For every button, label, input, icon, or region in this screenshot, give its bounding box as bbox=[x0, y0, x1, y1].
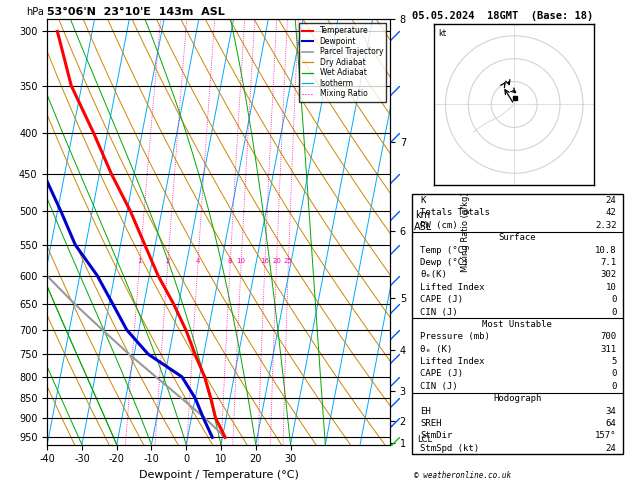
Text: PW (cm): PW (cm) bbox=[420, 221, 458, 230]
Text: Lifted Index: Lifted Index bbox=[420, 357, 485, 366]
Text: Lifted Index: Lifted Index bbox=[420, 283, 485, 292]
Text: Surface: Surface bbox=[499, 233, 536, 242]
Text: StmDir: StmDir bbox=[420, 432, 453, 440]
Legend: Temperature, Dewpoint, Parcel Trajectory, Dry Adiabat, Wet Adiabat, Isotherm, Mi: Temperature, Dewpoint, Parcel Trajectory… bbox=[299, 23, 386, 102]
Text: 5: 5 bbox=[611, 357, 616, 366]
Text: kt: kt bbox=[438, 29, 447, 38]
Text: 7.1: 7.1 bbox=[600, 258, 616, 267]
Text: 42: 42 bbox=[606, 208, 616, 217]
Text: © weatheronline.co.uk: © weatheronline.co.uk bbox=[414, 471, 511, 480]
Text: 0: 0 bbox=[611, 295, 616, 304]
Text: CAPE (J): CAPE (J) bbox=[420, 369, 464, 379]
Text: 53°06'N  23°10'E  143m  ASL: 53°06'N 23°10'E 143m ASL bbox=[47, 7, 225, 17]
Text: 1: 1 bbox=[138, 258, 142, 263]
Text: 10.8: 10.8 bbox=[595, 245, 616, 255]
Text: 05.05.2024  18GMT  (Base: 18): 05.05.2024 18GMT (Base: 18) bbox=[412, 11, 593, 21]
Text: 700: 700 bbox=[600, 332, 616, 341]
Text: 34: 34 bbox=[606, 407, 616, 416]
Text: 16: 16 bbox=[260, 258, 269, 263]
Text: CIN (J): CIN (J) bbox=[420, 308, 458, 316]
Text: 25: 25 bbox=[284, 258, 292, 263]
Text: 0: 0 bbox=[611, 308, 616, 316]
Text: StmSpd (kt): StmSpd (kt) bbox=[420, 444, 479, 453]
Text: 2: 2 bbox=[165, 258, 170, 263]
Text: 4: 4 bbox=[196, 258, 200, 263]
Text: CAPE (J): CAPE (J) bbox=[420, 295, 464, 304]
Text: 20: 20 bbox=[272, 258, 281, 263]
Text: 24: 24 bbox=[606, 444, 616, 453]
Text: EH: EH bbox=[420, 407, 431, 416]
Text: hPa: hPa bbox=[26, 7, 45, 17]
Text: Dewp (°C): Dewp (°C) bbox=[420, 258, 469, 267]
Text: Totals Totals: Totals Totals bbox=[420, 208, 490, 217]
X-axis label: Dewpoint / Temperature (°C): Dewpoint / Temperature (°C) bbox=[138, 470, 299, 480]
Text: 8: 8 bbox=[228, 258, 233, 263]
Text: Hodograph: Hodograph bbox=[493, 394, 542, 403]
Text: Temp (°C): Temp (°C) bbox=[420, 245, 469, 255]
Text: 0: 0 bbox=[611, 382, 616, 391]
Text: Pressure (mb): Pressure (mb) bbox=[420, 332, 490, 341]
Text: Mixing Ratio (g/kg): Mixing Ratio (g/kg) bbox=[461, 192, 470, 272]
Text: 302: 302 bbox=[600, 270, 616, 279]
Text: 157°: 157° bbox=[595, 432, 616, 440]
Text: 311: 311 bbox=[600, 345, 616, 354]
Text: SREH: SREH bbox=[420, 419, 442, 428]
Text: 24: 24 bbox=[606, 196, 616, 205]
Text: 2.32: 2.32 bbox=[595, 221, 616, 230]
Text: Most Unstable: Most Unstable bbox=[482, 320, 552, 329]
Text: CIN (J): CIN (J) bbox=[420, 382, 458, 391]
Text: 10: 10 bbox=[237, 258, 246, 263]
Text: K: K bbox=[420, 196, 426, 205]
Y-axis label: km
ASL: km ASL bbox=[413, 210, 431, 232]
Text: θₑ (K): θₑ (K) bbox=[420, 345, 453, 354]
Text: 10: 10 bbox=[606, 283, 616, 292]
Text: 0: 0 bbox=[611, 369, 616, 379]
Text: LCL: LCL bbox=[418, 434, 433, 444]
Text: θₑ(K): θₑ(K) bbox=[420, 270, 447, 279]
Text: 64: 64 bbox=[606, 419, 616, 428]
